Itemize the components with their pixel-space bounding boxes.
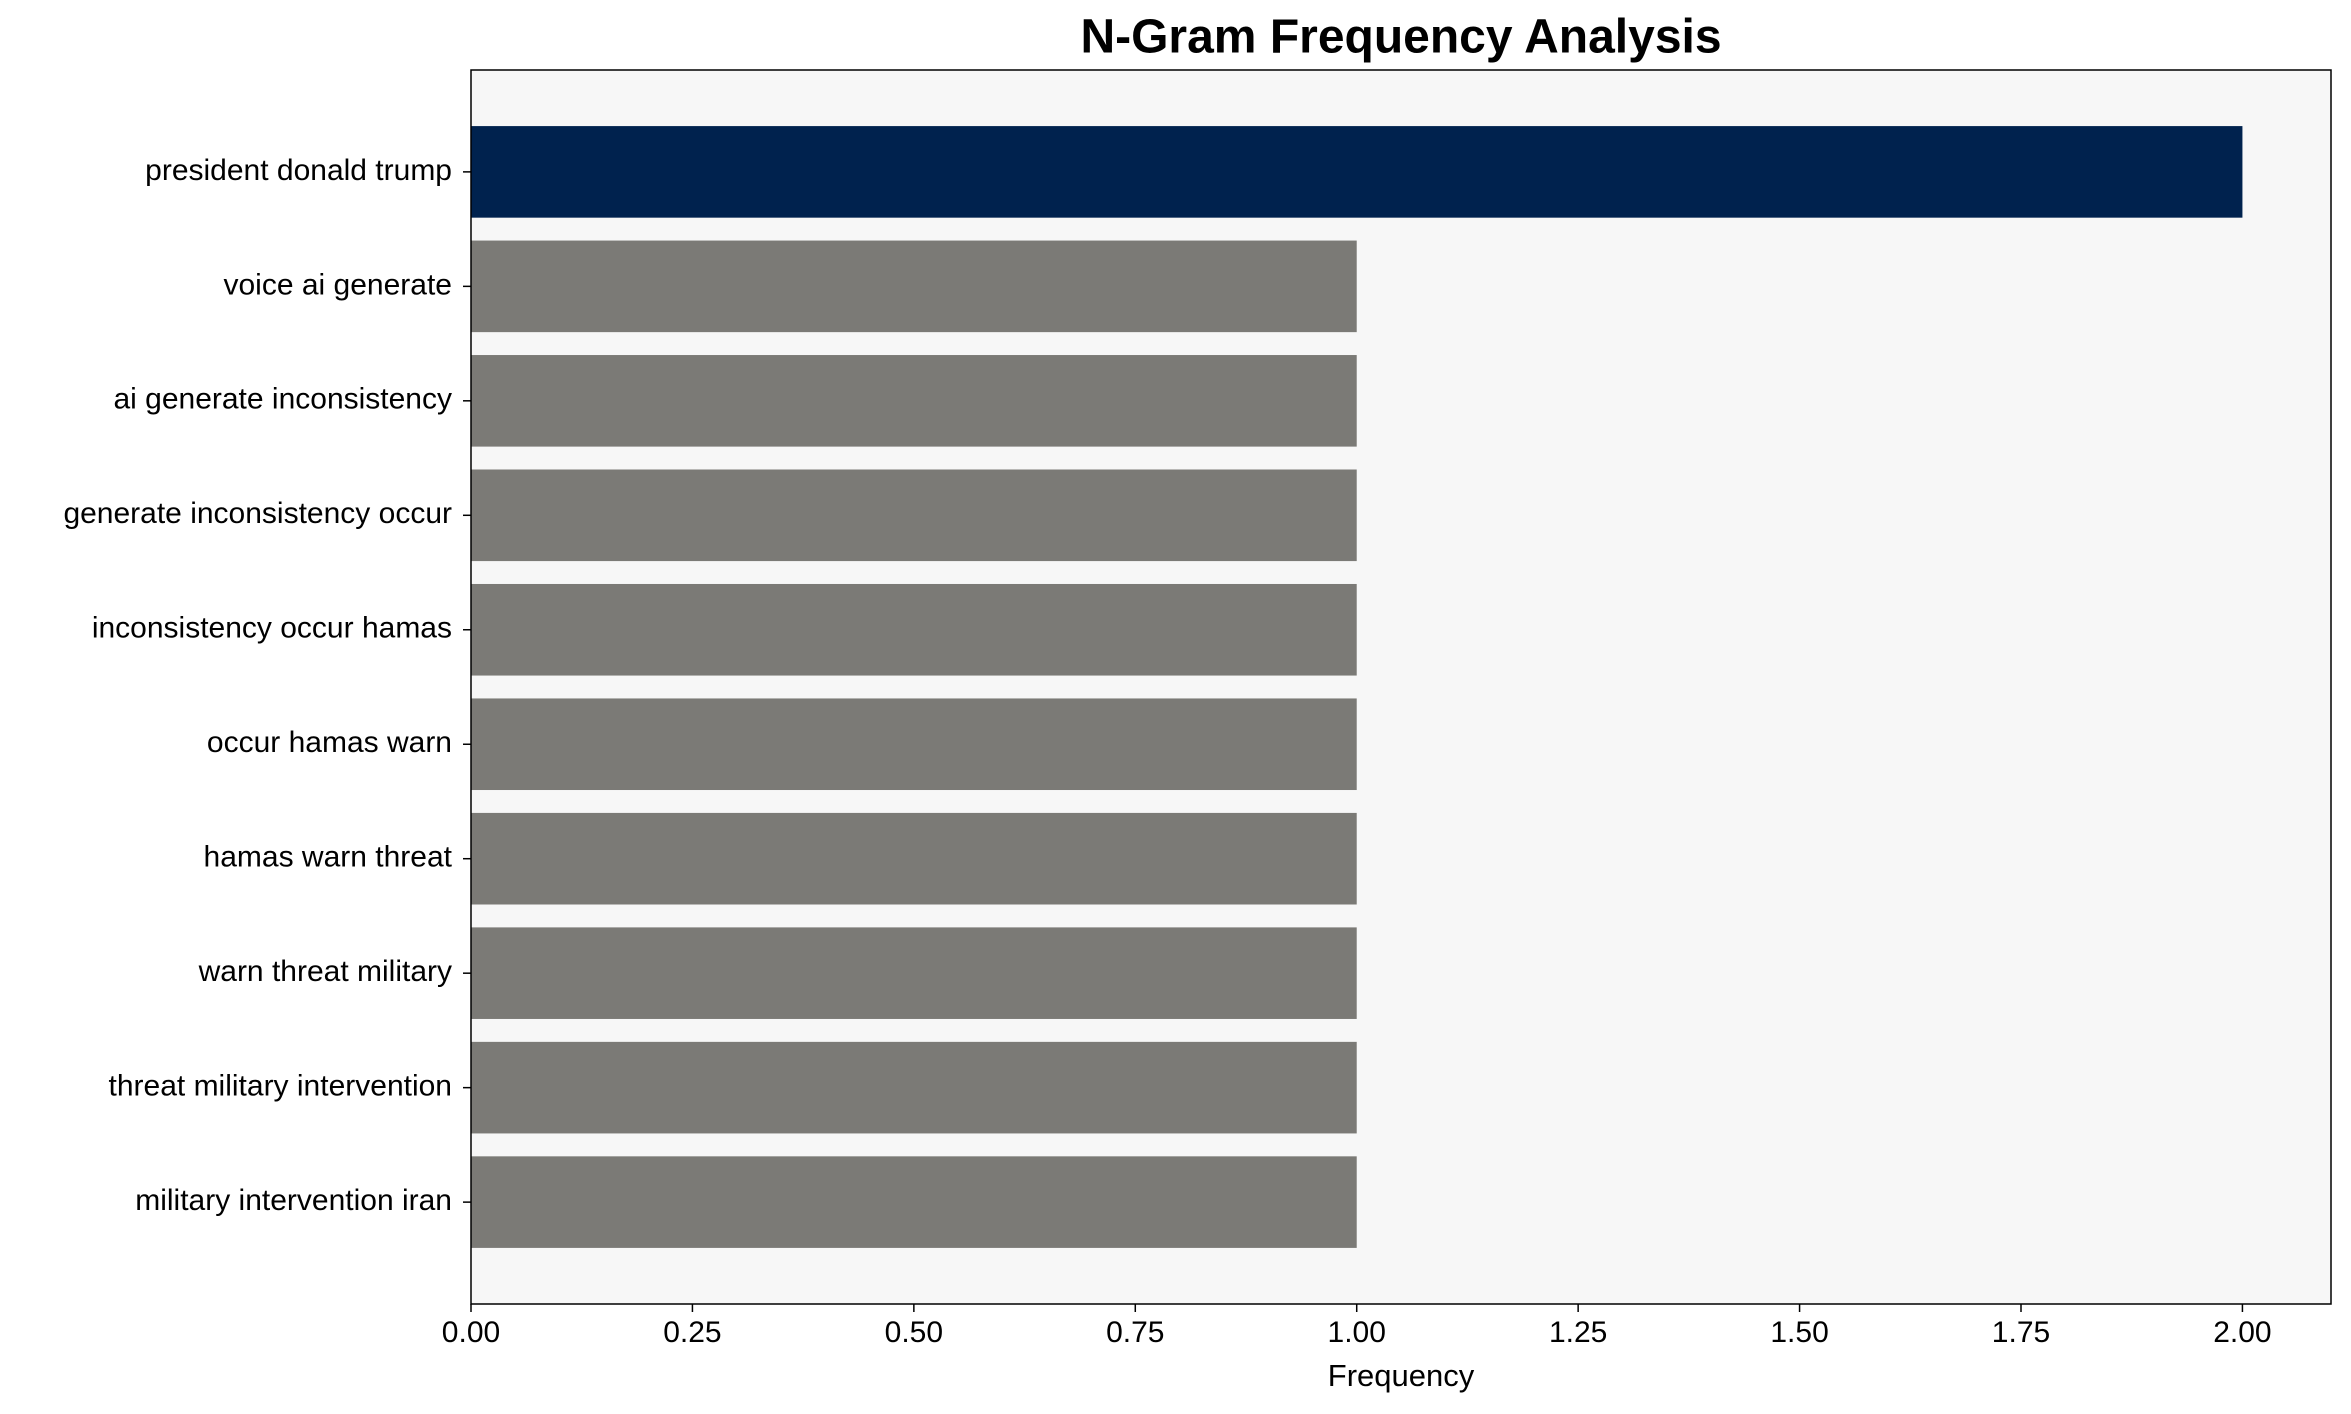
bar	[471, 1041, 1357, 1134]
x-tick-label: 0.75	[1106, 1316, 1164, 1349]
bar	[471, 355, 1357, 447]
x-tick-label: 1.50	[1770, 1316, 1828, 1349]
bar	[471, 927, 1357, 1019]
chart-title: N-Gram Frequency Analysis	[1080, 11, 1721, 64]
y-tick-label: hamas warn threat	[204, 841, 453, 874]
y-tick-label: ai generate inconsistency	[113, 383, 452, 416]
bar	[471, 126, 2243, 218]
x-tick-label: 2.00	[2213, 1316, 2271, 1349]
y-tick-label: occur hamas warn	[207, 726, 452, 759]
y-tick-label: president donald trump	[145, 154, 452, 187]
x-tick-label: 0.50	[885, 1316, 943, 1349]
y-tick-label: warn threat military	[198, 955, 452, 988]
bar	[471, 1156, 1357, 1248]
bar	[471, 698, 1357, 791]
y-tick-label: inconsistency occur hamas	[92, 612, 452, 645]
x-tick-label: 1.25	[1549, 1316, 1607, 1349]
x-tick-label: 0.00	[442, 1316, 500, 1349]
bar	[471, 469, 1357, 562]
bar	[471, 240, 1357, 333]
x-tick-label: 1.00	[1328, 1316, 1386, 1349]
y-tick-label: generate inconsistency occur	[63, 497, 452, 530]
bar	[471, 583, 1357, 676]
x-axis-label: Frequency	[1328, 1358, 1475, 1393]
x-tick-label: 1.75	[1992, 1316, 2050, 1349]
bar	[471, 812, 1357, 905]
x-tick-label: 0.25	[663, 1316, 721, 1349]
y-tick-label: voice ai generate	[224, 268, 453, 301]
y-tick-label: threat military intervention	[109, 1070, 452, 1103]
axes-frame	[470, 69, 2332, 1305]
y-tick-label: military intervention iran	[135, 1184, 452, 1217]
